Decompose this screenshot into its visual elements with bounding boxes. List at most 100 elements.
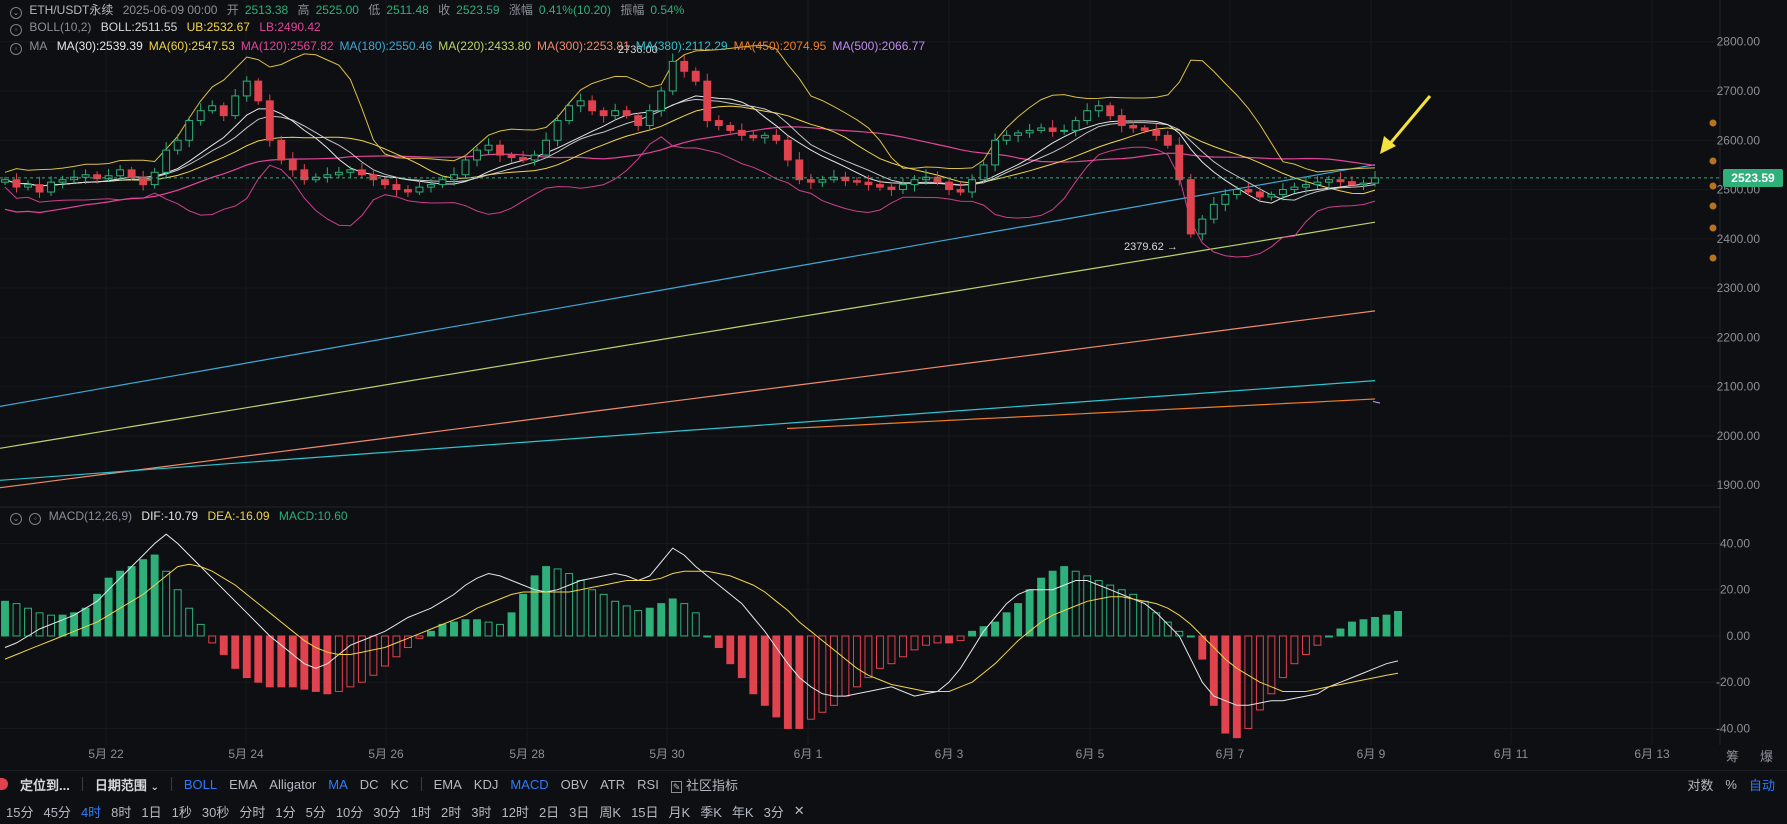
- locate-to-button[interactable]: 定位到...: [20, 777, 70, 793]
- alert-marker-icon[interactable]: [1709, 182, 1717, 190]
- macd-histogram-bar: [542, 566, 551, 637]
- date-range-button[interactable]: 日期范围 ⌄: [95, 775, 159, 794]
- interval-button[interactable]: 1时: [410, 804, 431, 820]
- macd-histogram-bar: [657, 603, 666, 637]
- interval-button[interactable]: 1秒: [171, 804, 192, 820]
- symbol-name[interactable]: ETH/USDT永续: [29, 3, 114, 17]
- sub-indicator-ema[interactable]: EMA: [433, 776, 462, 792]
- interval-button[interactable]: 5分: [305, 804, 326, 820]
- interval-button[interactable]: 月K: [668, 804, 691, 820]
- interval-button[interactable]: 15分: [6, 804, 34, 820]
- candle-body: [714, 120, 723, 126]
- interval-button[interactable]: 周K: [599, 804, 622, 820]
- alert-marker-icon[interactable]: [1709, 119, 1717, 127]
- candle-body: [657, 90, 666, 112]
- candle-body: [553, 120, 562, 141]
- date-range-label: 日期范围: [94, 777, 147, 793]
- macd-histogram-bar: [334, 635, 343, 692]
- macd-name[interactable]: MACD(12,26,9): [48, 509, 133, 523]
- main-indicator-ma[interactable]: MA: [328, 776, 348, 792]
- candle-body: [450, 174, 458, 181]
- macd-histogram-bar: [185, 607, 194, 637]
- bell-icon[interactable]: ◦: [29, 513, 42, 525]
- candle-body: [139, 176, 148, 186]
- interval-button[interactable]: 2时: [441, 804, 462, 820]
- amplitude-value: 0.54%: [650, 3, 685, 17]
- interval-button[interactable]: 季K: [700, 804, 722, 820]
- macd-legend: ⌄ ◦ MACD(12,26,9) DIF:-10.79 DEA:-16.09 …: [10, 508, 354, 525]
- sub-indicator-atr[interactable]: ATR: [600, 776, 626, 792]
- macd-histogram-bar: [611, 600, 620, 637]
- candle-body: [933, 176, 942, 183]
- macd-histogram-bar: [208, 635, 217, 644]
- macd-histogram-bar: [680, 603, 689, 637]
- candle-body: [1, 179, 9, 183]
- candle-body: [806, 179, 815, 183]
- main-indicator-alligator[interactable]: Alligator: [269, 776, 317, 792]
- interval-button[interactable]: 30秒: [201, 804, 230, 820]
- main-indicator-boll[interactable]: BOLL: [183, 776, 218, 792]
- ma-name[interactable]: MA: [29, 39, 48, 53]
- interval-button[interactable]: 15日: [631, 804, 659, 820]
- liquidation-button[interactable]: 爆: [1759, 749, 1773, 764]
- interval-button[interactable]: 2日: [538, 804, 560, 820]
- main-indicator-dc[interactable]: DC: [359, 776, 379, 792]
- macd-histogram-bar: [484, 621, 493, 637]
- macd-histogram-bar: [139, 559, 148, 637]
- interval-button[interactable]: 12时: [501, 804, 529, 820]
- candle-body: [1037, 127, 1046, 131]
- collapse-chevron-icon[interactable]: ⌄: [10, 513, 22, 525]
- interval-button[interactable]: 10分: [335, 804, 364, 820]
- price-chart[interactable]: 2800.002700.002600.002500.002400.002300.…: [0, 0, 1787, 760]
- interval-button[interactable]: 3日: [569, 804, 590, 820]
- interval-button[interactable]: 8时: [111, 804, 132, 820]
- interval-button[interactable]: 1分: [275, 804, 296, 820]
- record-icon[interactable]: [0, 778, 8, 790]
- bell-icon[interactable]: ◦: [10, 24, 22, 36]
- interval-button[interactable]: 3时: [471, 804, 492, 820]
- bar-datetime: 2025-06-09 00:00: [122, 3, 218, 17]
- ma-line: [786, 398, 1376, 430]
- interval-button[interactable]: 4时: [80, 804, 102, 820]
- candle-body: [1267, 193, 1276, 198]
- candle-body: [277, 139, 286, 161]
- candle-body: [484, 144, 493, 151]
- macd-histogram-bar: [369, 635, 378, 676]
- candle-body: [979, 164, 988, 181]
- candle-body: [185, 120, 194, 141]
- x-tick-label: 5月 26: [368, 747, 404, 760]
- interval-button[interactable]: 3分: [763, 804, 784, 820]
- log-scale-button[interactable]: 对数: [1687, 777, 1714, 793]
- candle-body: [208, 105, 217, 112]
- macd-histogram-bar: [899, 635, 907, 658]
- boll-name[interactable]: BOLL(10,2): [29, 20, 92, 34]
- interval-button[interactable]: 年K: [731, 804, 754, 820]
- macd-histogram-bar: [1221, 635, 1230, 734]
- alert-marker-icon[interactable]: [1709, 202, 1717, 210]
- candle-body: [829, 176, 838, 181]
- interval-button[interactable]: 1日: [141, 804, 162, 820]
- main-indicator-kc[interactable]: KC: [390, 776, 409, 792]
- macd-histogram-bar: [1244, 635, 1253, 729]
- close-icon[interactable]: ✕: [793, 803, 805, 818]
- sub-indicator-obv[interactable]: OBV: [560, 776, 589, 792]
- community-indicators-button[interactable]: ✎ 社区指标: [670, 775, 738, 794]
- macd-histogram-bar: [565, 573, 574, 637]
- bell-icon[interactable]: ◦: [10, 43, 22, 55]
- percent-scale-button[interactable]: %: [1725, 776, 1737, 792]
- interval-button[interactable]: 30分: [373, 804, 401, 820]
- collapse-chevron-icon[interactable]: ⌄: [10, 7, 22, 19]
- interval-button[interactable]: 45分: [43, 804, 71, 820]
- auto-scale-button[interactable]: 自动: [1748, 777, 1775, 793]
- sub-indicator-macd[interactable]: MACD: [510, 776, 549, 792]
- sub-indicator-kdj[interactable]: KDJ: [473, 776, 499, 792]
- main-indicator-ema[interactable]: EMA: [229, 776, 258, 792]
- chip-distribution-button[interactable]: 筹: [1725, 749, 1739, 764]
- sub-indicator-rsi[interactable]: RSI: [637, 776, 659, 792]
- alert-marker-icon[interactable]: [1709, 224, 1717, 232]
- candle-body: [622, 110, 631, 117]
- interval-button[interactable]: 分时: [239, 804, 266, 820]
- alert-marker-icon[interactable]: [1709, 157, 1717, 165]
- macd-histogram-bar: [507, 612, 516, 637]
- alert-marker-icon[interactable]: [1709, 254, 1717, 262]
